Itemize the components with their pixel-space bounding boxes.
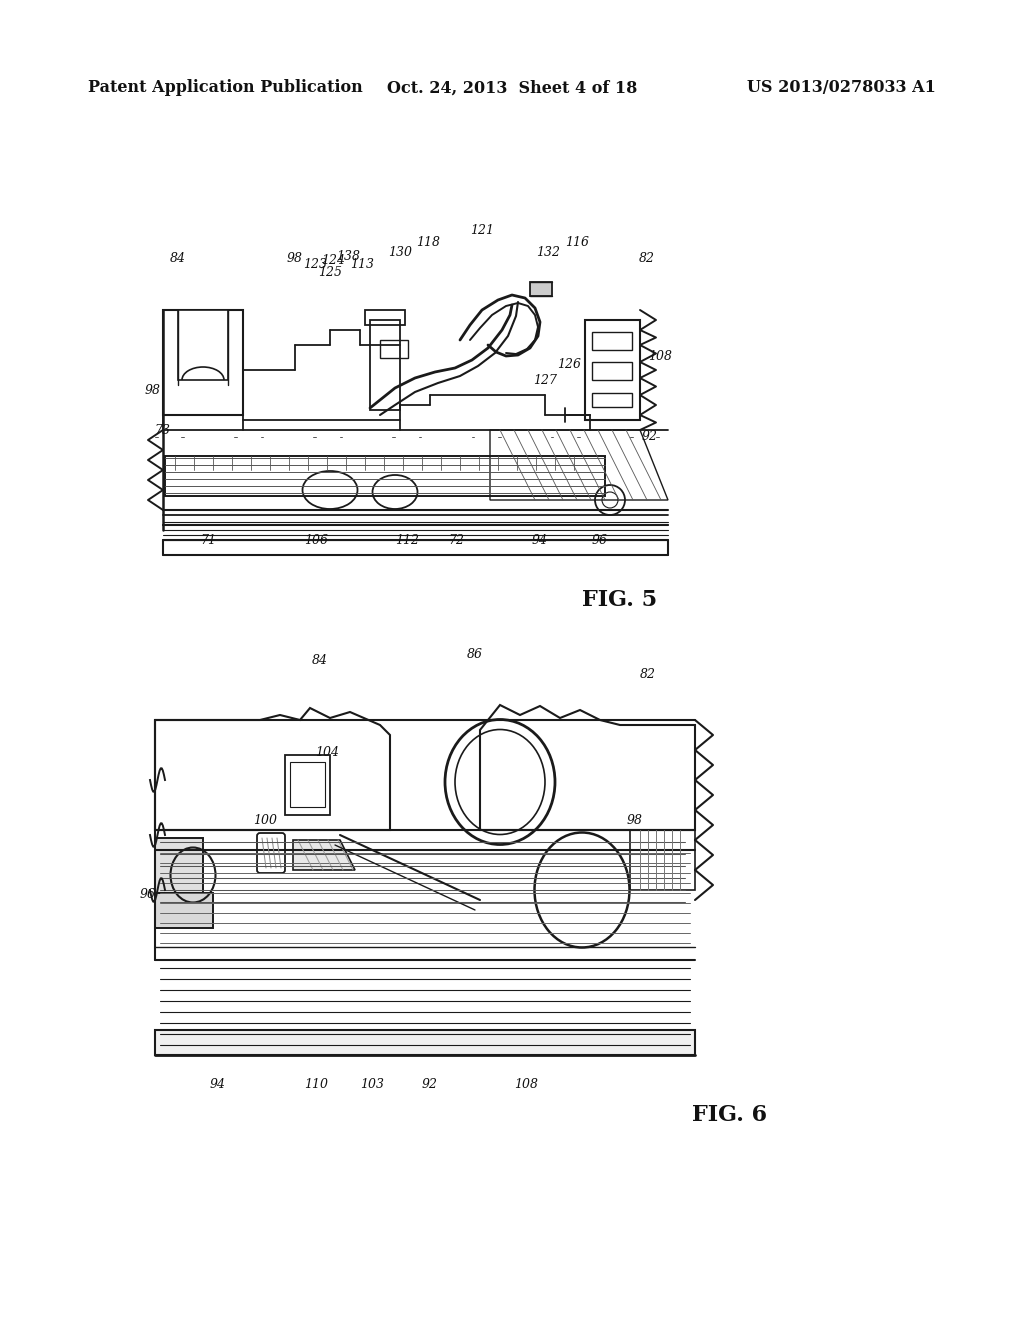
Bar [592, 393, 632, 407]
Bar [163, 310, 243, 414]
Text: 72: 72 [449, 533, 464, 546]
Text: 82: 82 [639, 252, 655, 264]
Text: 98: 98 [145, 384, 161, 396]
Bar [165, 455, 605, 496]
Text: 84: 84 [312, 653, 328, 667]
Bar [585, 319, 640, 420]
Text: 118: 118 [416, 236, 440, 249]
Text: 100: 100 [253, 813, 278, 826]
Text: 84: 84 [170, 252, 186, 264]
Text: 92: 92 [642, 429, 658, 442]
Text: 110: 110 [304, 1078, 328, 1092]
Text: 127: 127 [534, 374, 557, 387]
Text: 106: 106 [304, 533, 328, 546]
Text: 112: 112 [395, 533, 419, 546]
Text: 113: 113 [350, 257, 374, 271]
Text: 132: 132 [536, 246, 560, 259]
Text: 103: 103 [360, 1078, 384, 1092]
Text: 73: 73 [154, 424, 170, 437]
Text: FIG. 6: FIG. 6 [692, 1104, 768, 1126]
Bar [365, 310, 406, 325]
Text: 130: 130 [388, 246, 412, 259]
Text: 121: 121 [470, 223, 494, 236]
FancyBboxPatch shape [257, 833, 285, 873]
Bar [592, 362, 632, 380]
Text: 108: 108 [514, 1078, 538, 1092]
Text: 92: 92 [422, 1078, 438, 1092]
Text: 96: 96 [592, 533, 608, 546]
Bar [178, 310, 228, 380]
Text: 86: 86 [467, 648, 483, 661]
Text: 104: 104 [315, 746, 339, 759]
Text: US 2013/0278033 A1: US 2013/0278033 A1 [748, 79, 936, 96]
Bar [530, 282, 552, 296]
Text: 96: 96 [140, 888, 156, 902]
Text: 123: 123 [303, 257, 327, 271]
Text: 94: 94 [210, 1078, 226, 1092]
Text: 94: 94 [532, 533, 548, 546]
Text: Patent Application Publication: Patent Application Publication [88, 79, 362, 96]
Text: 116: 116 [565, 236, 589, 249]
Polygon shape [293, 840, 355, 870]
Bar [592, 333, 632, 350]
Text: FIG. 5: FIG. 5 [583, 589, 657, 611]
Bar [285, 755, 330, 814]
Bar [630, 830, 695, 890]
Text: 98: 98 [287, 252, 303, 264]
Bar [290, 762, 325, 807]
Bar [370, 319, 400, 411]
Text: Oct. 24, 2013  Sheet 4 of 18: Oct. 24, 2013 Sheet 4 of 18 [387, 79, 637, 96]
Text: 82: 82 [640, 668, 656, 681]
Bar [155, 894, 213, 928]
Text: 125: 125 [318, 265, 342, 279]
Text: 124: 124 [321, 253, 345, 267]
Text: 71: 71 [200, 533, 216, 546]
Text: 98: 98 [627, 813, 643, 826]
Text: 126: 126 [557, 359, 581, 371]
Text: 138: 138 [336, 251, 360, 264]
Bar [380, 341, 408, 358]
Bar [155, 838, 203, 894]
Bar [155, 1030, 695, 1055]
Text: 108: 108 [648, 350, 672, 363]
